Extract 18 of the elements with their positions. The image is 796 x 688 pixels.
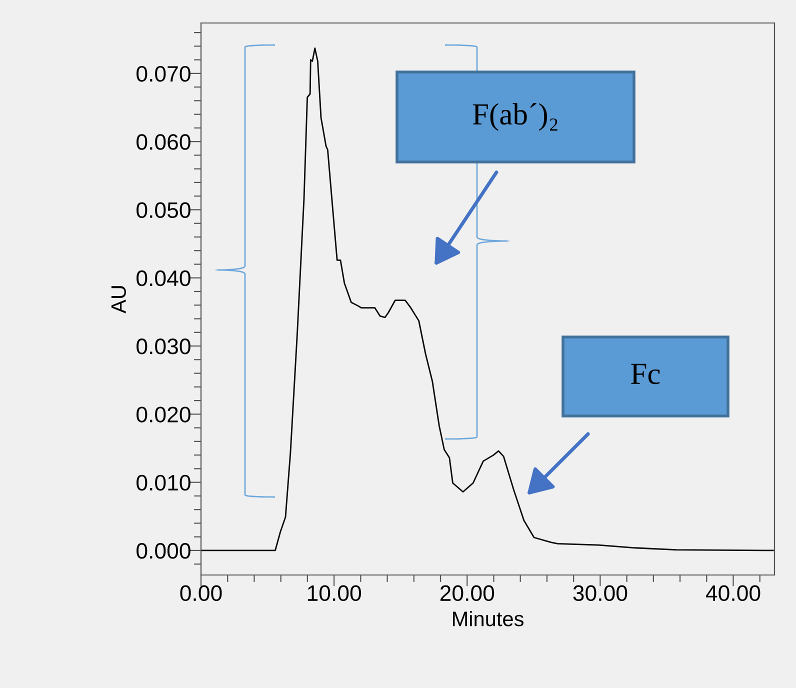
y-tick-label: 0.020 [136, 406, 190, 422]
y-tick-label: 0.000 [136, 543, 190, 559]
y-tick-label: 0.060 [136, 134, 190, 150]
x-tick-label: 10.00 [308, 585, 361, 602]
y-tick-label: 0.010 [136, 474, 190, 491]
x-tick-label: 30.00 [573, 585, 628, 602]
y-tick-label: 0.070 [136, 66, 190, 82]
annotation: Fc [631, 364, 660, 384]
x-tick-label: 40.00 [706, 585, 760, 602]
x-tick-label: 20.00 [440, 585, 494, 602]
y-axis-title: AU [111, 286, 126, 314]
annotation: F(ab´)₂ [472, 103, 558, 131]
x-tick-label: 0.00 [180, 585, 222, 602]
line-series [201, 48, 774, 552]
x-axis-title: Minutes [452, 610, 524, 626]
y-tick-label: 0.040 [136, 270, 190, 286]
y-tick-label: 0.050 [136, 202, 190, 218]
y-tick-label: 0.030 [136, 338, 190, 354]
